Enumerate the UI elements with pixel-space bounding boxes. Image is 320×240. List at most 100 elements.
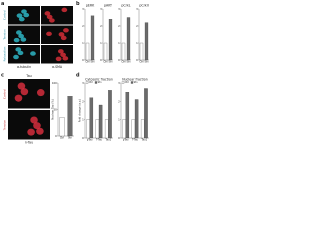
column-label: α-SMA (52, 65, 63, 69)
cell (13, 54, 19, 60)
y-tick-label: 0 (118, 136, 120, 140)
micrograph (41, 45, 73, 64)
row-label: Relaxation (3, 46, 7, 61)
bar (144, 88, 148, 139)
cell (49, 18, 55, 23)
chart-title: pCrkII (139, 4, 148, 8)
chart-title: pCrkL (121, 4, 130, 8)
x-tick-label: Ctrl (139, 61, 144, 64)
bar (67, 96, 73, 137)
cell (36, 89, 45, 97)
y-tick-label: 1 (136, 41, 138, 45)
y-tick-label: 3 (136, 7, 138, 11)
x-tick-label: Ctrl (85, 61, 90, 64)
y-tick-label: 1 (82, 41, 84, 45)
bar (108, 19, 113, 61)
y-tick-label: 0 (82, 136, 84, 140)
legend-label: Stn (98, 81, 102, 84)
cell (15, 47, 22, 52)
panel-letter: d (76, 73, 80, 79)
y-tick-label: 2 (118, 24, 120, 28)
cell (15, 30, 22, 35)
x-tick-label: Ctrl (103, 61, 108, 64)
y-tick-label: 3 (82, 7, 84, 11)
y-axis-label: Nuclear Tau (%) (51, 99, 55, 120)
cell (61, 7, 68, 13)
x-tick-label: Ctrl (121, 61, 126, 64)
panel-title: Tau (25, 74, 31, 78)
y-tick-label: 0 (100, 58, 102, 62)
y-tick-label: 3 (82, 81, 84, 85)
cell (18, 16, 25, 22)
bar (89, 97, 94, 139)
cell (18, 33, 25, 39)
row-label: Tension (3, 29, 7, 41)
bar (121, 42, 126, 61)
x-tick-label: Stn (91, 61, 95, 64)
chart-title: Cytosolic fraction (85, 78, 113, 82)
cell (30, 116, 38, 124)
legend-swatch (85, 81, 89, 84)
x-tick-label: Stn (109, 61, 113, 64)
y-tick-label: 3 (118, 7, 120, 11)
y-tick-label: 3 (100, 7, 102, 11)
x-tick-label: Ctrl (60, 137, 65, 140)
bar (90, 15, 95, 61)
chart-title: Nuclear fraction (122, 78, 148, 82)
cell (60, 35, 67, 41)
legend-label: Stn (134, 81, 138, 84)
y-tick-label: 2 (118, 99, 120, 103)
legend-swatch (94, 81, 98, 84)
bar (139, 42, 144, 61)
y-tick-label: 100 (52, 81, 57, 85)
y-axis-label: Fold change (a.u.) (78, 99, 82, 122)
legend-label: Ctrl (125, 81, 130, 84)
micrograph (8, 110, 50, 140)
x-tick-label: Stn (68, 137, 72, 140)
legend-swatch (121, 81, 125, 84)
cell (46, 14, 53, 20)
legend-label: Ctrl (89, 81, 94, 84)
cell (21, 9, 27, 14)
x-tick-label: T-Tau (96, 139, 102, 142)
cell (13, 37, 20, 43)
y-tick-label: 2 (82, 99, 84, 103)
cell (20, 88, 29, 96)
bar (122, 119, 126, 139)
y-tick-label: 2 (136, 24, 138, 28)
cell (14, 94, 23, 102)
x-tick-label: Tau1 (142, 139, 148, 142)
x-tick-label: Stn (127, 61, 131, 64)
cell (17, 82, 26, 90)
bar (59, 117, 65, 137)
y-tick-label: 2 (82, 24, 84, 28)
row-label: Control (3, 89, 7, 99)
figure: a b c d Tau n-Tau Control Tension Relaxati… (1, 1, 149, 145)
y-tick-label: 0 (118, 58, 120, 62)
y-tick-label: 50 (53, 108, 57, 112)
y-tick-label: 0 (55, 134, 57, 138)
row-label: Control (3, 10, 7, 20)
micrograph (41, 25, 73, 44)
panel-letter: b (76, 1, 80, 7)
bar (86, 119, 90, 139)
cell (55, 56, 62, 62)
cell (44, 11, 51, 16)
panel-letter: a (1, 1, 4, 7)
cell (16, 13, 23, 18)
x-tick-label: Stn (145, 61, 149, 64)
bar (134, 99, 139, 139)
x-tick-label: Tau1 (106, 139, 112, 142)
y-tick-label: 0 (136, 58, 138, 62)
cell (33, 122, 41, 130)
bar (108, 90, 112, 139)
page: {"panels":{ "a":{"letter":"a","row_label… (1, 1, 149, 145)
cell (27, 128, 35, 136)
cell (23, 12, 30, 18)
cell (46, 31, 52, 37)
y-tick-label: 2 (100, 24, 102, 28)
chart-title: pAKT (104, 4, 112, 8)
bar (104, 119, 109, 139)
chart-title: pERK (86, 4, 95, 8)
legend-swatch (130, 81, 134, 84)
